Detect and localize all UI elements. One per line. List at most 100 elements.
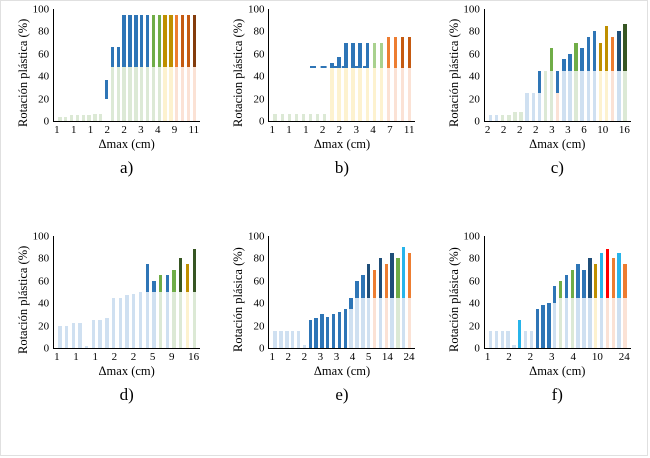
subplot-label: b) (334, 158, 350, 177)
bar (152, 280, 156, 348)
bar (407, 252, 412, 348)
bar-segment (501, 115, 505, 121)
bar-segment (372, 297, 377, 348)
bar-segment (598, 42, 603, 71)
bar (570, 269, 575, 348)
bar-segment (158, 292, 163, 348)
bar-segment (179, 292, 183, 348)
bar (518, 320, 522, 348)
bar-segment (402, 297, 406, 348)
bar-segment (105, 317, 109, 348)
bar (543, 70, 548, 121)
bar (407, 37, 412, 121)
x-tick-label: 3 (333, 351, 340, 363)
y-axis-ticks: 0 20 40 60 80 100 (30, 4, 53, 127)
x-tick-label: 2 (111, 351, 118, 363)
bar-segment (128, 67, 132, 121)
bar (366, 264, 371, 348)
x-tick-label: 4 (154, 124, 161, 136)
x-axis-ticks: 2 2 2 2 3 3 6 10 16 (484, 122, 631, 136)
bar-segment (349, 308, 353, 348)
bar-segment (407, 37, 412, 69)
bar-segment (315, 114, 320, 121)
x-tick-label: 1 (269, 124, 275, 136)
bar (541, 305, 545, 348)
chart-d: Rotación plástica (%) 0 20 40 60 80 100 1 1 1 2 2 5 9… (1, 228, 216, 455)
bar-segment (553, 303, 557, 348)
bar-segment (366, 297, 371, 348)
bar (358, 42, 362, 121)
dashed-threshold-line (310, 66, 369, 69)
x-tick-label: 1 (54, 124, 60, 136)
y-tick-label: 0 (43, 115, 50, 128)
y-axis-ticks: 0 20 40 60 80 100 (245, 231, 268, 354)
bar-segment (512, 344, 516, 348)
bar (519, 112, 523, 121)
bar-segment (169, 67, 173, 121)
bar (118, 297, 123, 348)
bar-segment (331, 314, 336, 348)
bar-segment (623, 264, 627, 298)
bar (611, 37, 615, 121)
x-tick-label: 1 (87, 124, 94, 136)
bar (163, 14, 167, 121)
bar-segment (605, 297, 610, 348)
y-tick-label: 20 (468, 93, 480, 106)
bar-segment (138, 292, 143, 348)
bar-segment (308, 320, 312, 348)
bar (529, 331, 534, 348)
bar-segment (330, 68, 334, 121)
bar (302, 344, 307, 348)
subplot-label: e) (335, 385, 349, 404)
plot-area (483, 236, 631, 349)
bar (501, 115, 505, 121)
bar (337, 57, 341, 121)
x-tick-label: 10 (591, 351, 603, 363)
bar-segment (543, 70, 548, 121)
x-tick-label: 10 (597, 124, 609, 136)
bar-segment (192, 249, 196, 292)
bar-segment (623, 297, 627, 348)
bar (507, 115, 511, 121)
y-tick-label: 40 (253, 297, 265, 310)
bar-segment (139, 14, 144, 68)
bar-segment (611, 70, 615, 121)
bar (172, 269, 176, 348)
bar-segment (145, 264, 149, 292)
bar-segment (145, 67, 150, 121)
x-tick-label: 14 (381, 351, 393, 363)
y-tick-label: 100 (247, 3, 265, 16)
bar-segment (506, 331, 510, 348)
x-tick-label: 2 (301, 351, 308, 363)
bar (179, 258, 183, 348)
bar-segment (372, 68, 376, 121)
x-tick-label: 2 (319, 124, 326, 136)
bar (574, 42, 578, 121)
bar (285, 331, 289, 348)
x-tick-label: 11 (403, 124, 415, 136)
chart-row: Rotación plásica (%) 0 20 40 60 80 100 1 2 2 3 3 4 5 1… (231, 231, 416, 405)
bar-segment (611, 258, 615, 298)
y-tick-label: 0 (258, 115, 265, 128)
bar-segment (85, 345, 89, 348)
bar-segment (605, 249, 610, 298)
bar-segment (323, 114, 327, 121)
y-tick-label: 0 (43, 342, 50, 355)
bar (122, 14, 126, 121)
bar-segment (518, 320, 522, 348)
bar-segment (617, 31, 621, 71)
bar (355, 280, 359, 348)
bar-segment (122, 67, 126, 121)
bar (564, 275, 569, 348)
bar-segment (378, 258, 383, 298)
bar-segment (69, 115, 74, 121)
y-tick-label: 60 (38, 48, 50, 61)
bar (623, 23, 627, 121)
bar (132, 294, 136, 348)
x-tick-label: 2 (336, 124, 343, 136)
bar-segment (180, 67, 185, 121)
bar-segment (291, 331, 295, 348)
bar-segment (519, 112, 523, 121)
bar (125, 295, 129, 348)
bar-segment (145, 292, 149, 348)
